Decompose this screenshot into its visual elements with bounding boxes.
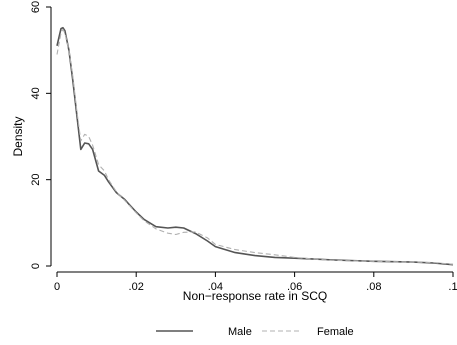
series-line-female: [56, 28, 454, 265]
x-tick-label: .02: [129, 281, 144, 293]
y-tick-label: 20: [30, 174, 42, 186]
y-tick-label: 60: [30, 1, 42, 13]
y-tick-label: 0: [30, 263, 42, 269]
x-tick-label: .1: [448, 281, 457, 293]
y-tick-label: 40: [30, 87, 42, 99]
legend-label-male: Male: [228, 326, 252, 338]
x-tick-label: .06: [287, 281, 302, 293]
plot-area: [56, 26, 454, 266]
y-axis-title: Density: [11, 116, 25, 156]
x-tick-label: .08: [366, 281, 381, 293]
x-tick-label: .04: [208, 281, 223, 293]
axes: 0 .02 .04 .06 .08 .1 0 20 40 60: [30, 1, 457, 293]
legend-label-female: Female: [317, 326, 354, 338]
x-tick-label: 0: [54, 281, 60, 293]
legend: Male Female: [156, 326, 354, 338]
x-axis-title: Non−response rate in SCQ: [183, 289, 327, 303]
